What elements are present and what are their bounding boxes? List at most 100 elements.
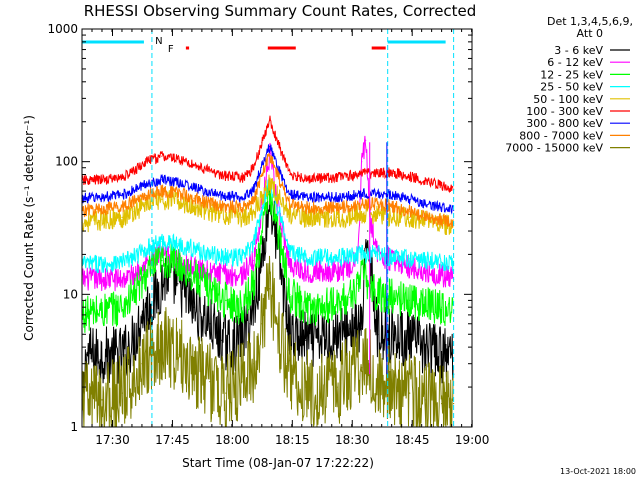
- data-point: [349, 266, 351, 268]
- data-point: [305, 386, 307, 388]
- data-point: [321, 207, 323, 209]
- data-point: [153, 346, 155, 348]
- data-point: [321, 177, 323, 179]
- series-line: [81, 144, 454, 215]
- data-point: [451, 354, 453, 356]
- data-point: [121, 205, 123, 207]
- data-point: [145, 263, 147, 265]
- data-point: [363, 270, 365, 272]
- plot-frame: [81, 28, 473, 428]
- data-point: [393, 215, 395, 217]
- data-point: [293, 373, 295, 375]
- data-point: [277, 167, 279, 169]
- chart-title: RHESSI Observing Summary Count Rates, Co…: [84, 2, 477, 20]
- data-point: [453, 403, 455, 405]
- data-point: [393, 333, 395, 335]
- data-point: [225, 274, 227, 276]
- legend-header-line1: Det 1,3,4,5,6,9,: [547, 15, 633, 28]
- series-group: [81, 153, 455, 228]
- data-point: [393, 296, 395, 298]
- data-point: [121, 392, 123, 394]
- data-point: [337, 333, 339, 335]
- data-point: [133, 201, 135, 203]
- data-point: [209, 253, 211, 255]
- data-point: [101, 310, 103, 312]
- y-tick-label: 10: [63, 287, 78, 301]
- data-point: [361, 193, 363, 195]
- data-point: [241, 207, 243, 209]
- data-point: [161, 190, 163, 192]
- data-point: [193, 274, 195, 276]
- data-point: [425, 180, 427, 182]
- data-point: [409, 339, 411, 341]
- data-point: [177, 354, 179, 356]
- data-point: [349, 373, 351, 375]
- data-point: [305, 270, 307, 272]
- data-point: [261, 141, 263, 143]
- data-point: [289, 173, 291, 176]
- legend-item-label: 800 - 7000 keV: [519, 129, 603, 142]
- data-point: [261, 259, 263, 262]
- data-point: [441, 354, 443, 356]
- data-point: [225, 392, 227, 394]
- data-point: [269, 154, 271, 156]
- legend-item-label: 25 - 50 keV: [540, 81, 603, 94]
- data-point: [161, 259, 163, 262]
- data-point: [305, 177, 307, 179]
- data-point: [337, 386, 339, 388]
- data-point: [193, 164, 195, 166]
- data-point: [225, 195, 227, 197]
- data-point: [393, 172, 395, 174]
- series-line: [81, 178, 454, 274]
- data-point: [241, 306, 243, 308]
- data-point: [153, 299, 155, 301]
- data-point: [367, 230, 369, 232]
- series-layer: [81, 115, 455, 429]
- data-point: [409, 211, 411, 213]
- data-point: [425, 259, 427, 262]
- data-point: [177, 181, 179, 183]
- data-point: [261, 323, 263, 325]
- data-point: [349, 328, 351, 330]
- data-point: [177, 201, 179, 203]
- legend-item-label: 300 - 800 keV: [526, 117, 603, 130]
- data-point: [305, 207, 307, 209]
- data-point: [225, 175, 227, 177]
- data-point: [441, 185, 443, 187]
- legend-item-label: 3 - 6 keV: [554, 44, 603, 57]
- data-point: [361, 253, 363, 255]
- data-point: [393, 205, 395, 207]
- data-point: [425, 203, 427, 205]
- data-point: [225, 256, 227, 258]
- data-point: [321, 216, 323, 218]
- data-point: [349, 216, 351, 218]
- data-point: [337, 176, 339, 179]
- data-point: [133, 256, 135, 258]
- data-point: [209, 288, 211, 290]
- data-point: [101, 263, 103, 265]
- data-point: [177, 243, 179, 245]
- data-point: [321, 392, 323, 394]
- data-point: [269, 119, 271, 121]
- data-point: [285, 363, 287, 365]
- data-point: [361, 328, 363, 330]
- data-point: [253, 259, 255, 262]
- data-point: [253, 211, 255, 213]
- data-point: [161, 155, 163, 157]
- data-point: [121, 354, 123, 356]
- data-point: [209, 192, 211, 194]
- data-point: [277, 175, 279, 177]
- data-point: [101, 278, 103, 280]
- series-line: [81, 174, 454, 236]
- data-point: [349, 205, 351, 207]
- night-flag-label: N: [155, 36, 162, 47]
- data-point: [337, 256, 339, 258]
- data-point: [193, 248, 195, 250]
- data-point: [441, 207, 443, 209]
- data-point: [241, 256, 243, 258]
- data-point: [85, 354, 87, 356]
- data-point: [269, 181, 271, 183]
- axis-ticks: 17:30 17:45 18:00 18:15 18:30 18:45 19:00 1 10 10…: [47, 22, 489, 447]
